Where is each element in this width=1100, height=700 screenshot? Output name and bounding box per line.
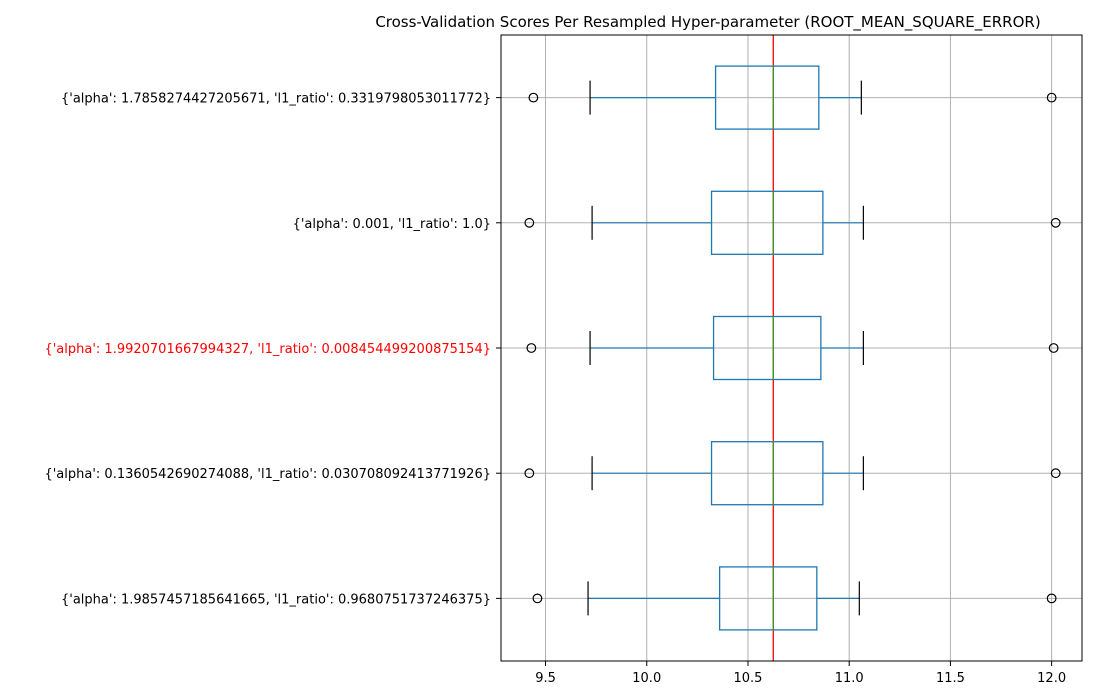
category-label-layer: {'alpha': 1.7858274427205671, 'l1_ratio'… xyxy=(44,92,491,608)
x-tick-label: 11.0 xyxy=(835,671,864,686)
flier-point xyxy=(1046,92,1057,103)
box-layer xyxy=(524,65,1061,631)
x-tick-label: 10.0 xyxy=(632,671,661,686)
iqr-box xyxy=(710,190,824,255)
flier-point xyxy=(532,593,543,604)
iqr-box xyxy=(710,441,824,506)
flier-point xyxy=(1046,593,1057,604)
x-tick-label: 11.5 xyxy=(936,671,965,686)
category-label: {'alpha': 0.001, 'l1_ratio': 1.0} xyxy=(293,217,491,232)
iqr-box xyxy=(714,65,820,130)
chart-title: Cross-Validation Scores Per Resampled Hy… xyxy=(375,13,1040,32)
category-label: {'alpha': 1.9920701667994327, 'l1_ratio'… xyxy=(44,342,491,357)
iqr-box xyxy=(712,315,822,381)
axis-layer: 9.5 10.0 10.5 11.0 11.5 12.0 xyxy=(496,97,1066,686)
boxplot xyxy=(528,65,1057,130)
boxplot xyxy=(532,566,1057,631)
boxplot xyxy=(526,315,1059,381)
flier-point xyxy=(1050,217,1061,228)
boxplot xyxy=(524,190,1061,255)
category-label: {'alpha': 1.7858274427205671, 'l1_ratio'… xyxy=(61,92,491,107)
x-tick-label: 9.5 xyxy=(535,671,556,686)
category-label: {'alpha': 0.1360542690274088, 'l1_ratio'… xyxy=(44,467,491,482)
flier-point xyxy=(526,343,537,353)
iqr-box xyxy=(718,566,818,631)
x-tick-label: 12.0 xyxy=(1037,671,1066,686)
flier-point xyxy=(1048,343,1059,353)
plot-frame xyxy=(500,34,1083,662)
boxplot xyxy=(524,441,1061,506)
flier-point xyxy=(524,217,535,228)
flier-point xyxy=(528,92,539,103)
flier-point xyxy=(524,468,535,479)
x-tick-label: 10.5 xyxy=(733,671,762,686)
category-label: {'alpha': 1.9857457185641665, 'l1_ratio'… xyxy=(61,592,491,607)
flier-point xyxy=(1050,468,1061,479)
